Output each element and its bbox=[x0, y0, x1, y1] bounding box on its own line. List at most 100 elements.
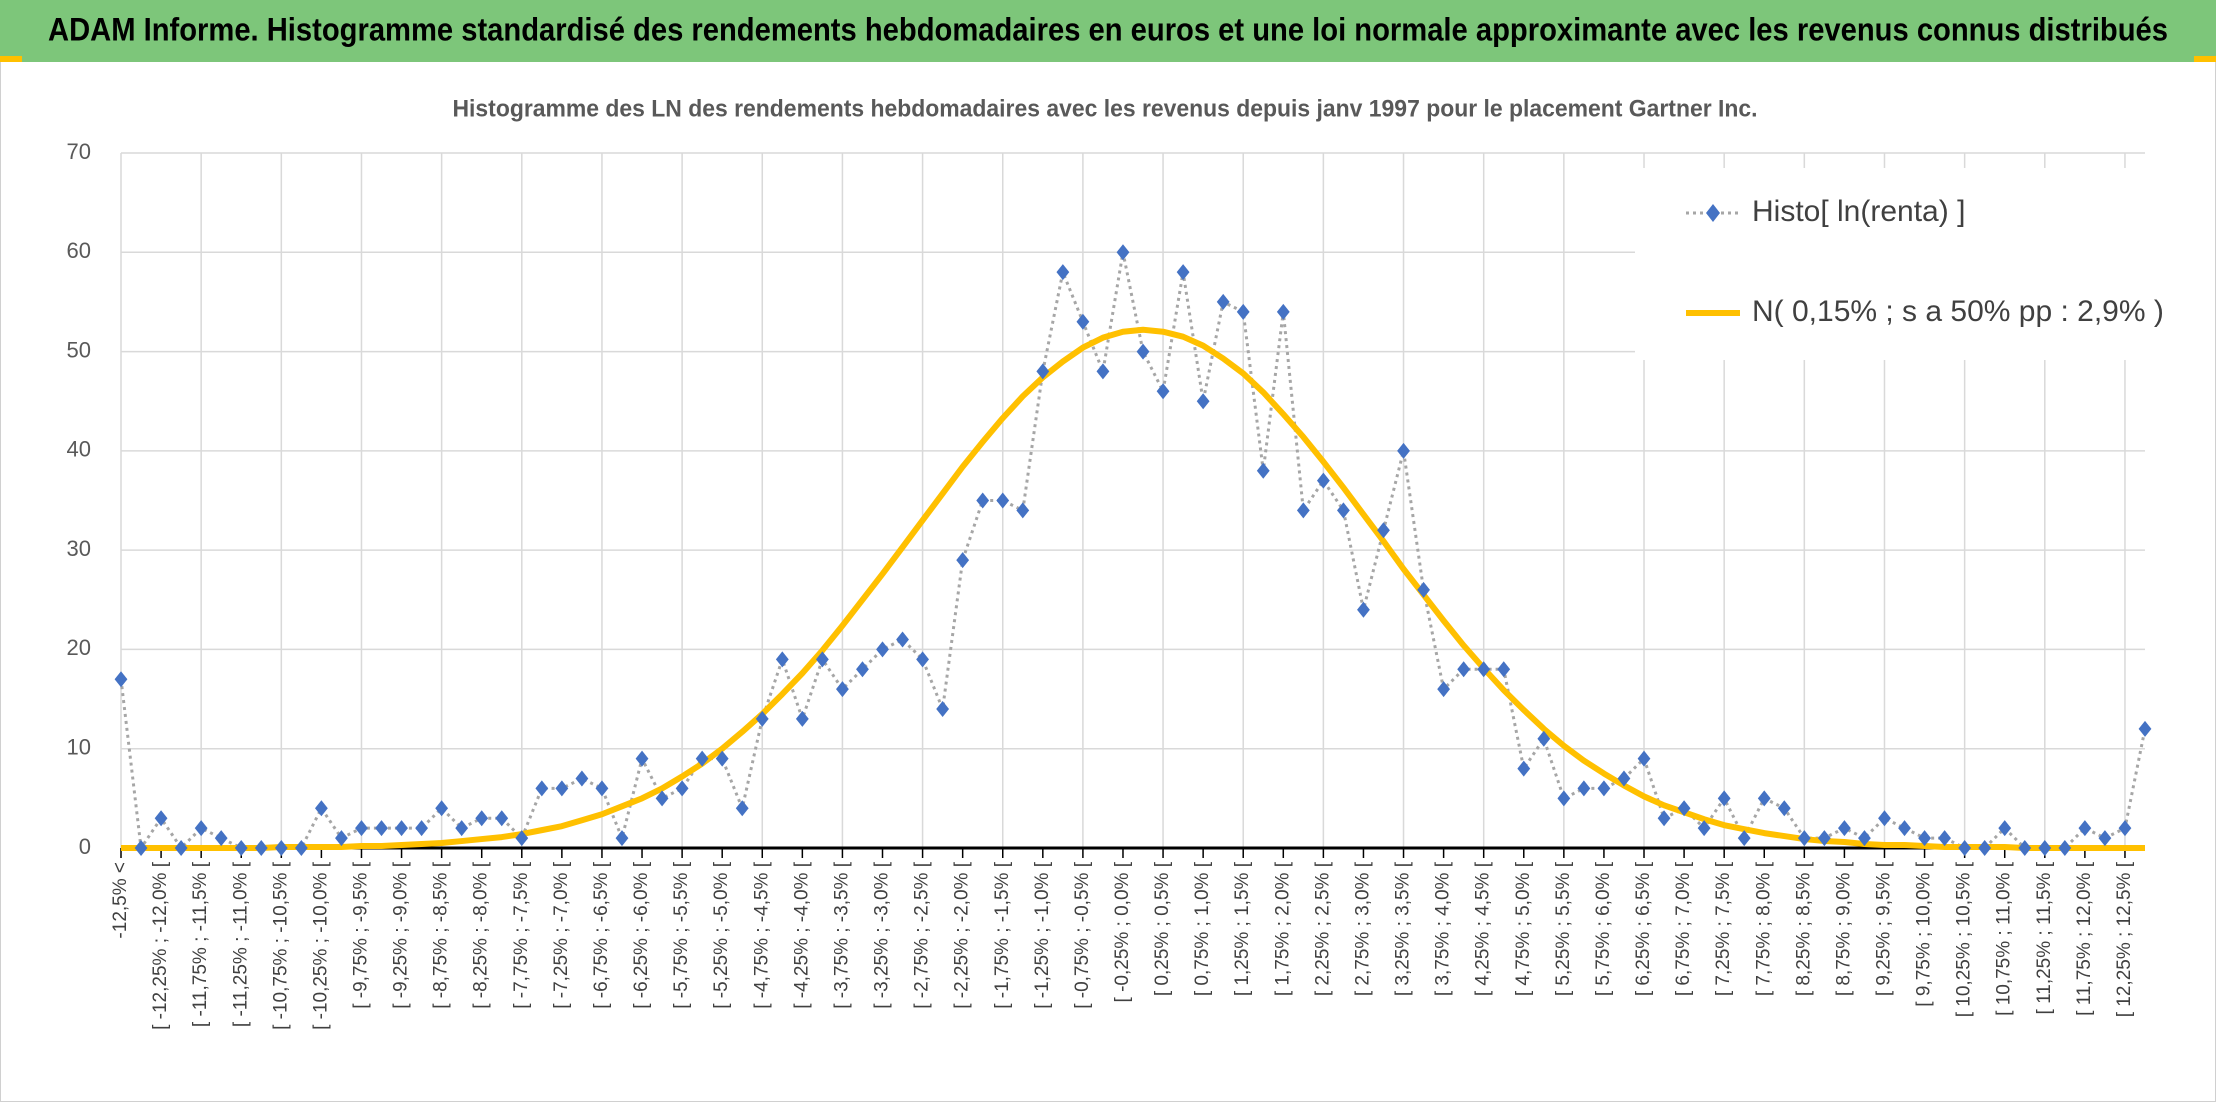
x-tick-label: [ 1,75% ; 2,0% [ bbox=[1272, 861, 1293, 996]
x-tick-label: [ -1,25% ; -1,0% [ bbox=[1032, 861, 1053, 1009]
marker bbox=[214, 830, 228, 847]
marker bbox=[1918, 830, 1931, 847]
marker bbox=[1597, 780, 1611, 797]
marker bbox=[876, 641, 889, 658]
legend-label: N( 0,15% ; s a 50% pp : 2,9% ) bbox=[1752, 295, 2164, 328]
page-title: ADAM Informe. Histogramme standardisé de… bbox=[48, 11, 2168, 47]
marker bbox=[1717, 790, 1731, 807]
x-tick-label: [ -0,25% ; 0,0% [ bbox=[1112, 861, 1133, 1002]
header-accent bbox=[0, 56, 22, 62]
marker bbox=[1196, 393, 1210, 410]
marker bbox=[1978, 840, 1992, 856]
x-tick-label: [ -4,75% ; -4,5% [ bbox=[751, 861, 772, 1009]
marker bbox=[535, 780, 549, 797]
x-tick-label: [ 6,25% ; 6,5% [ bbox=[1633, 861, 1654, 996]
x-tick-label: [ 5,25% ; 5,5% [ bbox=[1553, 861, 1574, 996]
x-tick-label: [ 5,75% ; 6,0% [ bbox=[1593, 861, 1614, 996]
x-tick-label: [ -8,75% ; -8,5% [ bbox=[431, 861, 452, 1009]
marker bbox=[1737, 830, 1751, 847]
marker bbox=[1757, 790, 1771, 807]
marker bbox=[1858, 830, 1871, 847]
marker bbox=[795, 710, 809, 727]
marker bbox=[314, 800, 328, 817]
marker bbox=[996, 492, 1010, 509]
marker bbox=[1176, 264, 1190, 281]
x-tick-label: [ 2,25% ; 2,5% [ bbox=[1312, 861, 1333, 996]
x-tick-label: [ -8,25% ; -8,0% [ bbox=[471, 861, 492, 1009]
marker bbox=[615, 830, 629, 847]
x-tick-label: [ -10,25% ; -10,0% [ bbox=[310, 861, 331, 1030]
x-tick-label: [ -5,25% ; -5,0% [ bbox=[711, 861, 732, 1009]
marker bbox=[1096, 363, 1110, 380]
marker bbox=[2038, 840, 2052, 856]
x-tick-label: [ 0,25% ; 0,5% [ bbox=[1152, 861, 1173, 996]
x-tick-label: [ 11,25% ; 11,5% [ bbox=[2034, 861, 2055, 1014]
x-tick-label: [ 4,25% ; 4,5% [ bbox=[1473, 861, 1494, 996]
marker bbox=[1517, 760, 1531, 777]
x-tick-label: [ 0,75% ; 1,0% [ bbox=[1192, 861, 1213, 996]
legend-label: Histo[ ln(renta) ] bbox=[1752, 195, 1965, 228]
marker bbox=[254, 840, 268, 856]
marker bbox=[1457, 661, 1471, 678]
marker bbox=[1637, 750, 1651, 767]
x-tick-label: [ 3,75% ; 4,0% [ bbox=[1433, 861, 1454, 996]
marker bbox=[675, 780, 689, 797]
x-tick-label: [ -3,25% ; -3,0% [ bbox=[872, 861, 893, 1009]
x-tick-label: [ -6,75% ; -6,5% [ bbox=[591, 861, 612, 1009]
marker bbox=[174, 840, 188, 856]
marker bbox=[1316, 472, 1330, 489]
y-tick-label: 40 bbox=[67, 437, 91, 462]
marker bbox=[2118, 820, 2132, 837]
marker bbox=[916, 651, 929, 668]
x-tick-label: [ -12,25% ; -12,0% [ bbox=[150, 861, 171, 1030]
marker bbox=[976, 492, 990, 509]
x-tick-label: [ -5,75% ; -5,5% [ bbox=[671, 861, 692, 1009]
marker bbox=[515, 830, 529, 847]
marker bbox=[595, 780, 609, 797]
marker bbox=[234, 840, 248, 856]
chart-title: Histogramme des LN des rendements hebdom… bbox=[453, 95, 1758, 122]
marker bbox=[896, 631, 909, 648]
marker bbox=[1617, 770, 1631, 787]
x-tick-label: [ -10,75% ; -10,5% [ bbox=[270, 861, 291, 1030]
marker bbox=[1998, 820, 2012, 837]
marker bbox=[1236, 303, 1250, 320]
x-tick-label: [ -7,75% ; -7,5% [ bbox=[511, 861, 532, 1009]
header-bar bbox=[0, 0, 2216, 62]
legend-marker bbox=[1706, 204, 1720, 222]
marker bbox=[1417, 581, 1430, 598]
x-tick-label: [ -9,75% ; -9,5% [ bbox=[350, 861, 371, 1009]
marker bbox=[735, 800, 749, 817]
marker bbox=[1477, 661, 1491, 678]
marker bbox=[1156, 383, 1170, 400]
marker bbox=[475, 810, 489, 827]
marker bbox=[1537, 730, 1551, 747]
header-accent bbox=[2194, 56, 2216, 62]
x-tick-label: [ -2,25% ; -2,0% [ bbox=[952, 861, 973, 1009]
x-tick-label: [ 3,25% ; 3,5% [ bbox=[1393, 861, 1414, 996]
marker bbox=[294, 840, 308, 856]
y-tick-label: 70 bbox=[67, 139, 91, 164]
x-tick-label: [ 11,75% ; 12,0% [ bbox=[2074, 861, 2095, 1016]
x-tick-label: [ -1,75% ; -1,5% [ bbox=[992, 861, 1013, 1009]
marker bbox=[1276, 303, 1290, 320]
marker bbox=[1958, 840, 1972, 856]
marker bbox=[1797, 830, 1811, 847]
x-tick-label: [ 7,75% ; 8,0% [ bbox=[1753, 861, 1774, 996]
marker bbox=[335, 830, 348, 847]
marker bbox=[1938, 830, 1952, 847]
marker bbox=[856, 661, 869, 678]
marker bbox=[1437, 681, 1451, 698]
marker bbox=[435, 800, 449, 817]
marker bbox=[1697, 820, 1711, 837]
marker bbox=[1577, 780, 1591, 797]
marker bbox=[134, 840, 148, 856]
x-tick-label: [ -4,25% ; -4,0% [ bbox=[791, 861, 812, 1009]
x-tick-label: [ -11,75% ; -11,5% [ bbox=[190, 861, 211, 1027]
x-tick-label: [ 10,25% ; 10,5% [ bbox=[1954, 861, 1975, 1017]
x-tick-label: [ 12,25% ; 12,5% [ bbox=[2114, 861, 2135, 1017]
marker bbox=[1136, 343, 1150, 360]
x-tick-label: [ 9,25% ; 9,5% [ bbox=[1874, 861, 1895, 996]
x-tick-label: [ 6,75% ; 7,0% [ bbox=[1673, 861, 1694, 996]
x-tick-label: [ -9,25% ; -9,0% [ bbox=[391, 861, 412, 1009]
